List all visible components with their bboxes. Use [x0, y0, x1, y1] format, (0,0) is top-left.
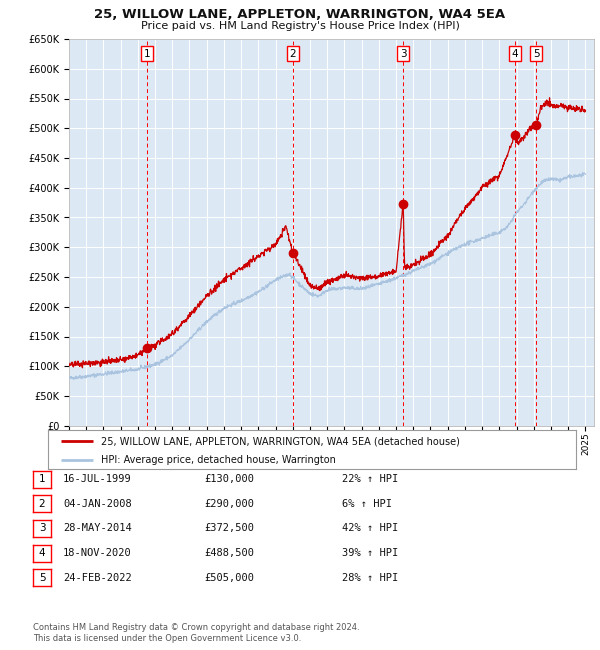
Text: 28-MAY-2014: 28-MAY-2014: [63, 523, 132, 534]
Text: 5: 5: [38, 573, 46, 583]
Text: 28% ↑ HPI: 28% ↑ HPI: [342, 573, 398, 583]
Text: 39% ↑ HPI: 39% ↑ HPI: [342, 548, 398, 558]
Text: £372,500: £372,500: [204, 523, 254, 534]
Text: £505,000: £505,000: [204, 573, 254, 583]
Text: 2: 2: [38, 499, 46, 509]
Text: £290,000: £290,000: [204, 499, 254, 509]
Text: 3: 3: [38, 523, 46, 534]
Text: 1: 1: [38, 474, 46, 484]
Text: 2: 2: [290, 49, 296, 59]
Text: 04-JAN-2008: 04-JAN-2008: [63, 499, 132, 509]
Text: £488,500: £488,500: [204, 548, 254, 558]
Text: 16-JUL-1999: 16-JUL-1999: [63, 474, 132, 484]
Text: 25, WILLOW LANE, APPLETON, WARRINGTON, WA4 5EA: 25, WILLOW LANE, APPLETON, WARRINGTON, W…: [94, 8, 506, 21]
Text: This data is licensed under the Open Government Licence v3.0.: This data is licensed under the Open Gov…: [33, 634, 301, 643]
Text: Price paid vs. HM Land Registry's House Price Index (HPI): Price paid vs. HM Land Registry's House …: [140, 21, 460, 31]
Text: 24-FEB-2022: 24-FEB-2022: [63, 573, 132, 583]
Text: Contains HM Land Registry data © Crown copyright and database right 2024.: Contains HM Land Registry data © Crown c…: [33, 623, 359, 632]
Text: 6% ↑ HPI: 6% ↑ HPI: [342, 499, 392, 509]
Text: £130,000: £130,000: [204, 474, 254, 484]
Text: 5: 5: [533, 49, 539, 59]
Text: 4: 4: [38, 548, 46, 558]
Text: HPI: Average price, detached house, Warrington: HPI: Average price, detached house, Warr…: [101, 454, 335, 465]
Text: 42% ↑ HPI: 42% ↑ HPI: [342, 523, 398, 534]
Text: 22% ↑ HPI: 22% ↑ HPI: [342, 474, 398, 484]
Text: 1: 1: [144, 49, 151, 59]
Text: 18-NOV-2020: 18-NOV-2020: [63, 548, 132, 558]
Text: 25, WILLOW LANE, APPLETON, WARRINGTON, WA4 5EA (detached house): 25, WILLOW LANE, APPLETON, WARRINGTON, W…: [101, 436, 460, 446]
Text: 3: 3: [400, 49, 406, 59]
Text: 4: 4: [511, 49, 518, 59]
